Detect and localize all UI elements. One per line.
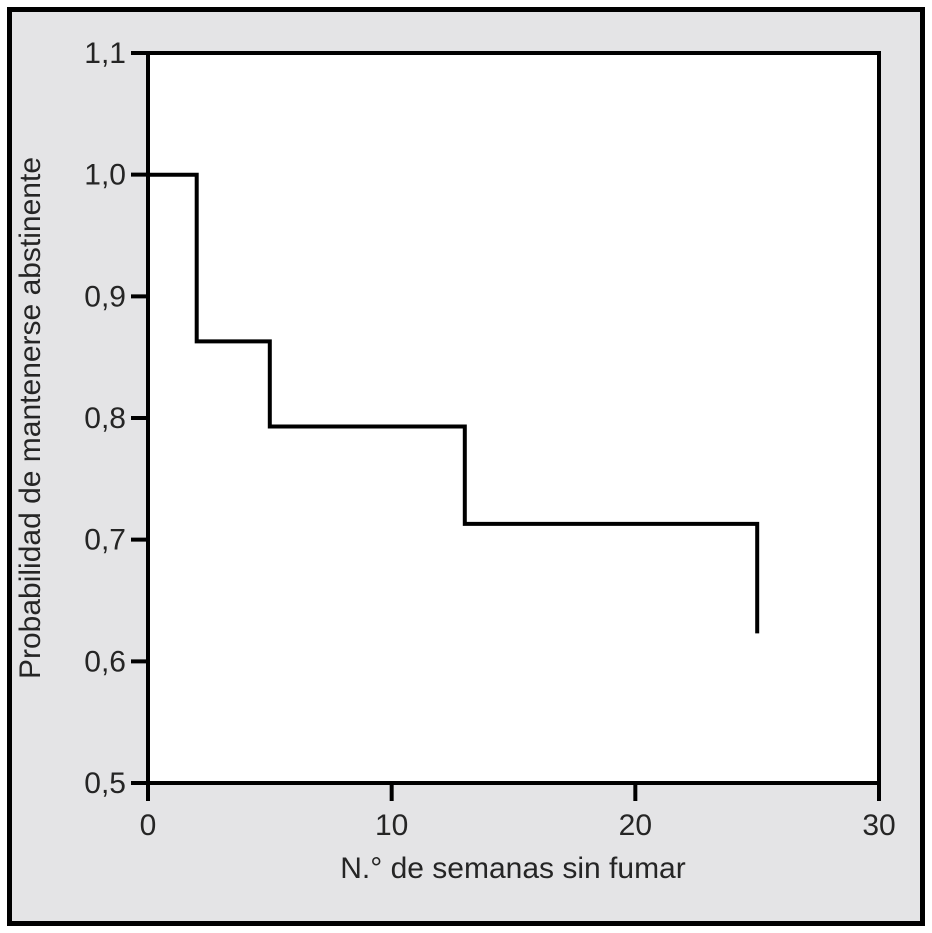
x-axis-ticks: 0 10 20 30 [140, 781, 896, 842]
x-tick-label: 10 [375, 809, 408, 842]
y-tick-label: 1,0 [84, 159, 126, 192]
y-tick-label: 0,8 [84, 402, 126, 435]
y-tick-label: 1,1 [84, 37, 126, 70]
x-axis-title: N.° de semanas sin fumar [340, 852, 685, 885]
y-tick-label: 0,7 [84, 524, 126, 557]
y-tick-label: 0,9 [84, 280, 126, 313]
x-tick-label: 0 [140, 809, 157, 842]
y-tick-label: 0,5 [84, 767, 126, 800]
plot-area [146, 51, 881, 785]
x-tick-label: 20 [619, 809, 652, 842]
y-axis-ticks: 1,1 1,0 0,9 0,8 0,7 0,6 0,5 [84, 37, 150, 800]
y-tick-label: 0,6 [84, 645, 126, 678]
survival-curve [148, 172, 760, 634]
y-axis-title: Probabilidad de mantenerse abstinente [14, 157, 47, 679]
x-tick-label: 30 [862, 809, 895, 842]
